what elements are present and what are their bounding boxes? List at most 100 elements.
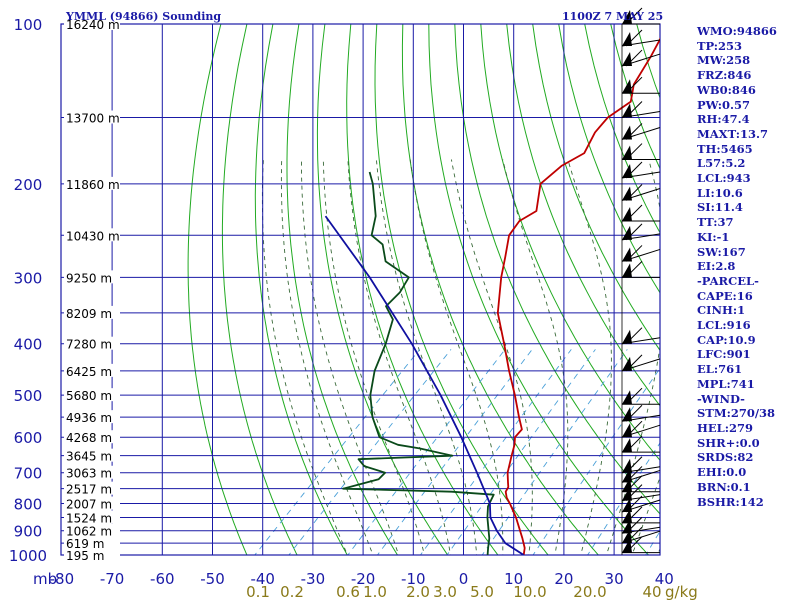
moist-adiabat-line — [605, 159, 660, 555]
plot-frame — [60, 23, 661, 556]
mixing-ratio-label: 2.0 — [406, 583, 430, 600]
index-item: SI:11.4 — [697, 200, 743, 215]
pressure-temperature-grid — [60, 23, 661, 556]
height-label: 9250 m — [66, 271, 112, 285]
pressure-tick-label: 100 — [14, 16, 43, 34]
mixing-ratio-line — [446, 349, 596, 555]
wind-barb-flag — [625, 7, 643, 25]
height-label-background — [64, 270, 120, 284]
index-item: EHI:0.0 — [697, 465, 747, 480]
temperature-tick-label: -40 — [250, 570, 275, 588]
pressure-unit-label: mb — [33, 570, 57, 588]
dry-adiabat-line — [221, 24, 298, 555]
index-item: SW:167 — [697, 244, 746, 259]
wind-barb-flag — [625, 29, 643, 47]
index-item: KI:-1 — [697, 229, 730, 244]
temperature-tick-label: 30 — [605, 570, 624, 588]
mixing-ratio-line — [254, 349, 421, 555]
index-item: -WIND- — [697, 391, 745, 406]
index-item: LCL:943 — [697, 171, 751, 186]
pressure-tick-label: 900 — [14, 523, 43, 541]
mixing-ratio-line — [532, 367, 660, 555]
moist-adiabat-line — [567, 159, 612, 555]
mixing-ratio-label: 1.0 — [363, 583, 387, 600]
temperature-tick-label: 10 — [504, 570, 523, 588]
height-label-background — [64, 548, 120, 561]
moist-adiabat-line — [502, 159, 569, 555]
wind-barb-flag — [625, 354, 643, 372]
mixing-ratio-line — [419, 349, 572, 555]
chart-subtitle: 1100Z 7 MAY 25 — [562, 10, 663, 23]
pressure-tick-label: 300 — [14, 269, 43, 287]
pressure-tick-label: 400 — [14, 336, 43, 354]
height-label: 7280 m — [66, 338, 112, 352]
temperature-tick-label: -30 — [301, 570, 326, 588]
height-label-background — [64, 228, 120, 242]
height-label: 8209 m — [66, 307, 112, 321]
index-item: LCL:916 — [697, 318, 751, 333]
temperature-tick-label: -60 — [150, 570, 175, 588]
index-item: CAPE:16 — [697, 288, 753, 303]
mixing-ratio-label: 10.0 — [513, 583, 546, 600]
wind-barb-flag — [625, 161, 643, 179]
temperature-tick-label: -50 — [200, 570, 225, 588]
index-item: -PARCEL- — [697, 273, 759, 288]
index-item: PW:0.57 — [697, 97, 751, 112]
mixing-ratio-label: 3.0 — [433, 583, 457, 600]
height-label-background — [64, 336, 120, 350]
height-label: 1062 m — [66, 525, 112, 539]
mixing-ratio-label: 20.0 — [573, 583, 606, 600]
height-label: 6425 m — [66, 365, 112, 379]
height-label-background — [64, 430, 120, 444]
wind-barb-flag — [625, 49, 643, 67]
dry-adiabat-line — [532, 24, 660, 352]
dry-adiabat-line — [401, 24, 599, 555]
mixing-ratio-label: 5.0 — [470, 583, 494, 600]
mixing-ratio-line — [376, 349, 533, 555]
index-item: BSHR:142 — [697, 494, 764, 509]
height-label: 2517 m — [66, 483, 112, 497]
temperature-tick-label: 40 — [655, 570, 674, 588]
dry-adiabat-line — [558, 24, 660, 294]
index-item: LI:10.6 — [697, 185, 743, 200]
pressure-tick-label: 700 — [14, 465, 43, 483]
dry-adiabat-line — [454, 24, 660, 515]
moist-adiabat-line — [375, 159, 478, 555]
wind-barb-flag — [625, 184, 643, 201]
dry-adiabat-line — [187, 24, 248, 555]
height-label-background — [64, 448, 120, 462]
index-item: WB0:846 — [697, 82, 756, 97]
dry-adiabat-line — [506, 24, 660, 407]
index-item: WMO:94866 — [697, 24, 777, 38]
mixing-ratio-label: 0.2 — [280, 583, 304, 600]
height-label-background — [64, 536, 120, 550]
height-label-background — [64, 176, 120, 190]
index-item: HEL:279 — [697, 420, 753, 435]
sounding-curves — [324, 37, 660, 555]
moist-adiabat-line — [347, 159, 451, 555]
pressure-tick-label: 1000 — [9, 547, 47, 565]
temperature-tick-label: -20 — [351, 570, 376, 588]
height-label: 16240 m — [66, 18, 120, 32]
index-item: CINH:1 — [697, 303, 746, 318]
dry-adiabat-line — [346, 24, 499, 555]
index-item: MPL:741 — [697, 376, 755, 391]
mixing-ratio-line — [481, 349, 628, 555]
parcel-curve — [324, 215, 525, 555]
height-label-background — [64, 305, 120, 319]
pressure-tick-label: 600 — [14, 429, 43, 447]
wind-barb-flag — [625, 387, 643, 405]
wind-barb-flag — [625, 506, 643, 524]
index-item: TH:5465 — [697, 141, 753, 156]
mixing-ratio-line — [587, 442, 660, 555]
chart-title: YMML (94866) Sounding — [65, 10, 221, 23]
moist-adiabat-line — [409, 159, 504, 555]
wind-barb-flag — [625, 484, 643, 501]
mixing-ratio-label: 0.1 — [246, 583, 270, 600]
height-label: 4268 m — [66, 431, 112, 445]
height-label-background — [64, 410, 120, 424]
mixing-ratio-unit-label: g/kg — [665, 583, 698, 600]
height-label-background — [64, 510, 120, 524]
index-item: TP:253 — [697, 38, 743, 53]
wind-barb-flag — [625, 516, 643, 534]
